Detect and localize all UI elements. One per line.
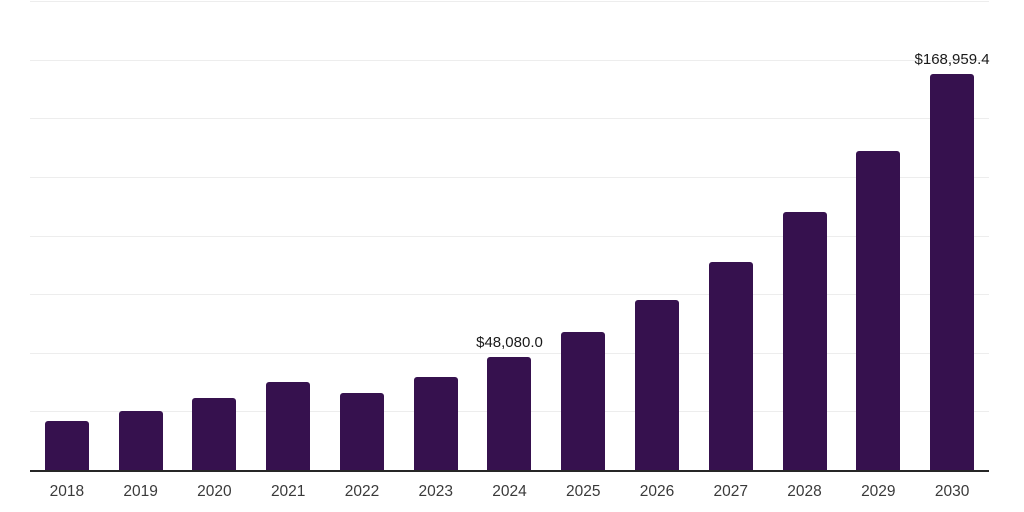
bar-band-2021 — [251, 1, 325, 470]
bar-band-2029 — [841, 1, 915, 470]
bar-2027 — [708, 261, 753, 470]
bar-band-2027 — [694, 1, 768, 470]
bar-band-2030: $168,959.4 — [914, 1, 990, 470]
x-tick-label-2020: 2020 — [197, 483, 232, 500]
gridline — [30, 235, 989, 237]
bar-band-2019 — [104, 1, 178, 470]
bar-2030 — [930, 73, 975, 470]
x-tick-label-2026: 2026 — [639, 483, 675, 500]
x-tick-label-2028: 2028 — [787, 483, 822, 500]
x-tick-label-2018: 2018 — [49, 483, 85, 500]
bar-band-2022 — [325, 1, 399, 470]
gridline — [30, 118, 989, 120]
bar-band-2023 — [399, 1, 473, 470]
bar-2018 — [44, 420, 89, 470]
bar-series: $48,080.0 $168,959.4 — [30, 1, 990, 470]
gridline — [30, 59, 989, 61]
bar-2024 — [487, 357, 532, 470]
bar-2029 — [856, 150, 901, 470]
bar-2019 — [118, 410, 163, 470]
bar-2028 — [782, 211, 827, 470]
bar-band-2028 — [768, 1, 842, 470]
bar-2022 — [339, 392, 384, 470]
bar-band-2026 — [620, 1, 694, 470]
bar-band-2018 — [30, 1, 104, 470]
x-tick-label-2022: 2022 — [344, 483, 380, 500]
x-tick-label-2024: 2024 — [492, 483, 527, 500]
bar-2025 — [561, 332, 606, 470]
bar-2020 — [192, 397, 237, 470]
bar-2023 — [413, 376, 458, 470]
x-tick-label-2025: 2025 — [566, 483, 601, 500]
gridline — [30, 294, 989, 296]
bar-band-2025 — [546, 1, 620, 470]
bar-value-label-2030: $168,959.4 — [914, 50, 990, 68]
bar-band-2024: $48,080.0 — [473, 1, 547, 470]
x-axis-tick-labels: 2018 2019 2020 2021 2022 2023 2024 2025 2026 2027… — [30, 483, 989, 501]
gridline — [30, 352, 989, 354]
bar-2026 — [635, 300, 679, 470]
x-tick-label-2027: 2027 — [713, 483, 749, 500]
x-tick-label-2023: 2023 — [418, 483, 453, 500]
x-axis-line — [30, 470, 989, 472]
x-tick-label-2030: 2030 — [934, 483, 970, 500]
plot-area: $48,080.0 $168,959.4 — [30, 1, 990, 470]
x-tick-label-2029: 2029 — [861, 483, 896, 500]
gridline — [30, 1, 989, 2]
bar-2021 — [266, 382, 311, 470]
x-tick-label-2019: 2019 — [123, 483, 158, 500]
bar-value-label-2024: $48,080.0 — [476, 334, 543, 352]
gridline — [30, 176, 989, 178]
x-tick-label-2021: 2021 — [270, 483, 306, 500]
bar-band-2020 — [178, 1, 252, 470]
